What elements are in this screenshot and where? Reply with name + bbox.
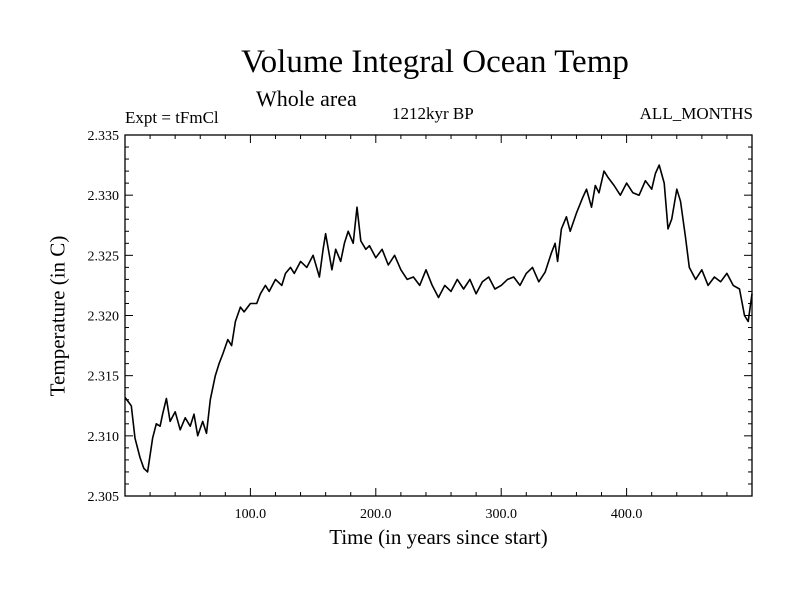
x-tick-label: 200.0 xyxy=(360,507,392,522)
series-line xyxy=(124,164,753,473)
y-tick-label: 2.330 xyxy=(88,189,120,204)
y-tick-label: 2.315 xyxy=(88,370,120,385)
y-tick-label: 2.305 xyxy=(88,490,120,505)
chart-title: Volume Integral Ocean Temp xyxy=(241,44,629,80)
y-tick-label: 2.325 xyxy=(88,249,120,264)
experiment-label: Expt = tFmCl xyxy=(125,108,219,127)
plot-frame xyxy=(124,134,753,497)
axis-ticks: 2.305 2.310 2.315 2.320 2.325 2.330 2.335 100.0… xyxy=(88,129,752,522)
period-label: 1212kyr BP xyxy=(392,104,474,123)
x-axis-label: Time (in years since start) xyxy=(329,525,548,549)
x-tick-label: 100.0 xyxy=(235,507,267,522)
y-tick-label: 2.335 xyxy=(88,129,120,144)
chart-subtitle: Whole area xyxy=(256,86,357,111)
series-layer xyxy=(124,164,753,473)
x-tick-label: 300.0 xyxy=(485,507,517,522)
x-tick-label: 400.0 xyxy=(611,507,643,522)
months-label: ALL_MONTHS xyxy=(639,104,753,123)
y-tick-label: 2.310 xyxy=(88,430,120,445)
y-tick-label: 2.320 xyxy=(88,310,120,325)
